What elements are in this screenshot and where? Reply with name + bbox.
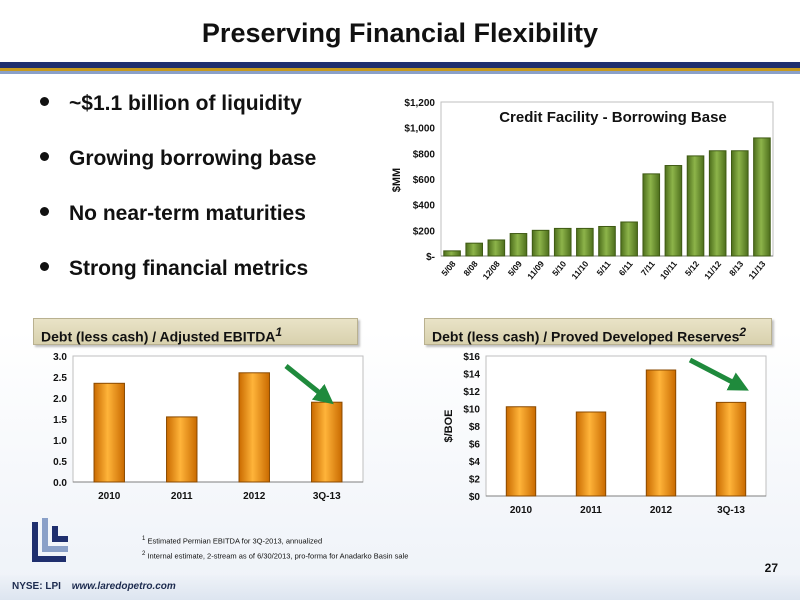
bar <box>715 401 747 497</box>
bullet-item: Growing borrowing base <box>40 147 316 171</box>
y-tick-label: 3.0 <box>53 352 67 363</box>
footer-bar <box>0 575 800 600</box>
bullet-dot-icon <box>40 151 49 161</box>
x-tick-label: 2012 <box>650 505 673 516</box>
footnote: 2 Internal estimate, 2-stream as of 6/30… <box>142 550 409 561</box>
footer: NYSE: LPI www.laredopetro.com <box>12 581 176 592</box>
slide-title: Preserving Financial Flexibility <box>201 18 599 48</box>
title-rule <box>0 62 800 74</box>
y-axis-label: $/BOE <box>443 409 455 442</box>
bullet-item: Strong financial metrics <box>40 257 308 281</box>
x-tick-label: 12/08 <box>481 259 503 282</box>
bullet-item: ~$1.1 billion of liquidity <box>40 92 302 116</box>
y-tick-label: $- <box>426 252 435 263</box>
y-tick-label: 0.0 <box>53 478 67 489</box>
x-tick-label: 11/12 <box>702 259 723 282</box>
y-tick-label: $600 <box>413 175 436 186</box>
ebitda-chart-label: Debt (less cash) / Adjusted EBITDA1 <box>33 318 358 345</box>
bar <box>93 382 125 483</box>
bar <box>509 233 528 257</box>
x-tick-label: 5/09 <box>506 259 524 278</box>
x-tick-label: 7/11 <box>639 259 657 278</box>
bullet-item: No near-term maturities <box>40 202 306 226</box>
footnotes: 1 Estimated Permian EBITDA for 3Q-2013, … <box>142 533 408 562</box>
bar <box>311 401 343 483</box>
x-tick-label: 6/11 <box>617 259 635 278</box>
borrowing-base-chart: Credit Facility - Borrowing Base $MM $- $… <box>391 98 774 282</box>
bar <box>620 221 638 257</box>
bar <box>505 406 537 497</box>
reserves-chart: $/BOE $0 $2 $4 $6 $8 $10 $12 $14 $16 2010 2011 201… <box>443 352 767 516</box>
x-tick-label: 5/12 <box>683 259 701 278</box>
ebitda-chart: 0.0 0.5 1.0 1.5 2.0 2.5 3.0 2010 2011 2012 3Q-13 <box>53 352 364 502</box>
y-tick-label: $4 <box>469 457 481 468</box>
y-tick-label: 1.0 <box>53 436 67 447</box>
y-tick-label: $400 <box>413 201 436 212</box>
x-tick-label: 11/13 <box>746 259 767 282</box>
bar <box>753 137 771 257</box>
y-tick-label: $1,200 <box>404 98 435 109</box>
x-tick-label: 5/08 <box>439 259 457 278</box>
ticker-label: NYSE: LPI <box>12 581 61 592</box>
y-tick-label: $8 <box>469 422 481 433</box>
y-tick-label: $16 <box>463 352 480 363</box>
bullet-dot-icon <box>40 261 49 271</box>
y-tick-label: $1,000 <box>404 124 435 135</box>
bar <box>465 242 484 257</box>
x-tick-label: 3Q-13 <box>313 491 341 502</box>
bar <box>487 239 506 257</box>
x-tick-label: 3Q-13 <box>717 505 745 516</box>
bar <box>708 150 727 257</box>
x-tick-label: 5/11 <box>595 259 613 278</box>
x-tick-label: 11/09 <box>525 259 546 282</box>
bar <box>731 150 749 257</box>
y-tick-label: $14 <box>463 370 480 381</box>
bar <box>686 155 705 257</box>
y-tick-label: $2 <box>469 475 481 486</box>
y-axis-label: $MM <box>391 168 403 192</box>
x-tick-label: 8/08 <box>461 259 479 278</box>
down-trend-arrow-icon <box>688 357 749 391</box>
company-logo-icon <box>32 518 68 562</box>
bar <box>642 173 661 257</box>
bar <box>598 225 616 257</box>
chart-title: Credit Facility - Borrowing Base <box>499 109 727 126</box>
y-tick-label: $6 <box>469 440 481 451</box>
x-tick-label: 5/10 <box>550 259 568 278</box>
website-link[interactable]: www.laredopetro.com <box>71 581 176 592</box>
x-tick-label: 2010 <box>510 505 533 516</box>
page-number: 27 <box>764 561 778 575</box>
x-tick-label: 2011 <box>171 491 193 502</box>
y-tick-label: 2.0 <box>53 394 67 405</box>
y-tick-label: 0.5 <box>53 457 67 468</box>
y-tick-label: 1.5 <box>53 415 67 426</box>
bar <box>443 250 461 257</box>
y-tick-label: $0 <box>469 492 481 503</box>
bar <box>238 372 270 483</box>
x-tick-label: 8/13 <box>727 259 745 278</box>
x-tick-label: 11/10 <box>569 259 590 282</box>
bullet-dot-icon <box>40 96 49 106</box>
x-tick-label: 10/11 <box>658 259 679 282</box>
y-tick-label: 2.5 <box>53 373 67 384</box>
y-tick-label: $800 <box>413 149 436 160</box>
footnote: 1 Estimated Permian EBITDA for 3Q-2013, … <box>142 536 323 546</box>
down-trend-arrow-icon <box>284 364 334 405</box>
x-tick-label: 2012 <box>243 491 266 502</box>
bar <box>576 227 594 257</box>
bar <box>664 165 683 257</box>
bar <box>553 227 572 257</box>
y-tick-label: $200 <box>413 226 436 237</box>
bar <box>575 411 607 497</box>
x-tick-label: 2011 <box>580 505 602 516</box>
bullet-dot-icon <box>40 206 49 216</box>
reserves-chart-label: Debt (less cash) / Proved Developed Rese… <box>424 318 772 345</box>
bar <box>531 229 550 257</box>
bar <box>645 369 677 497</box>
y-tick-label: $12 <box>463 387 480 398</box>
bar <box>166 416 198 483</box>
y-tick-label: $10 <box>463 405 480 416</box>
x-tick-label: 2010 <box>98 491 121 502</box>
